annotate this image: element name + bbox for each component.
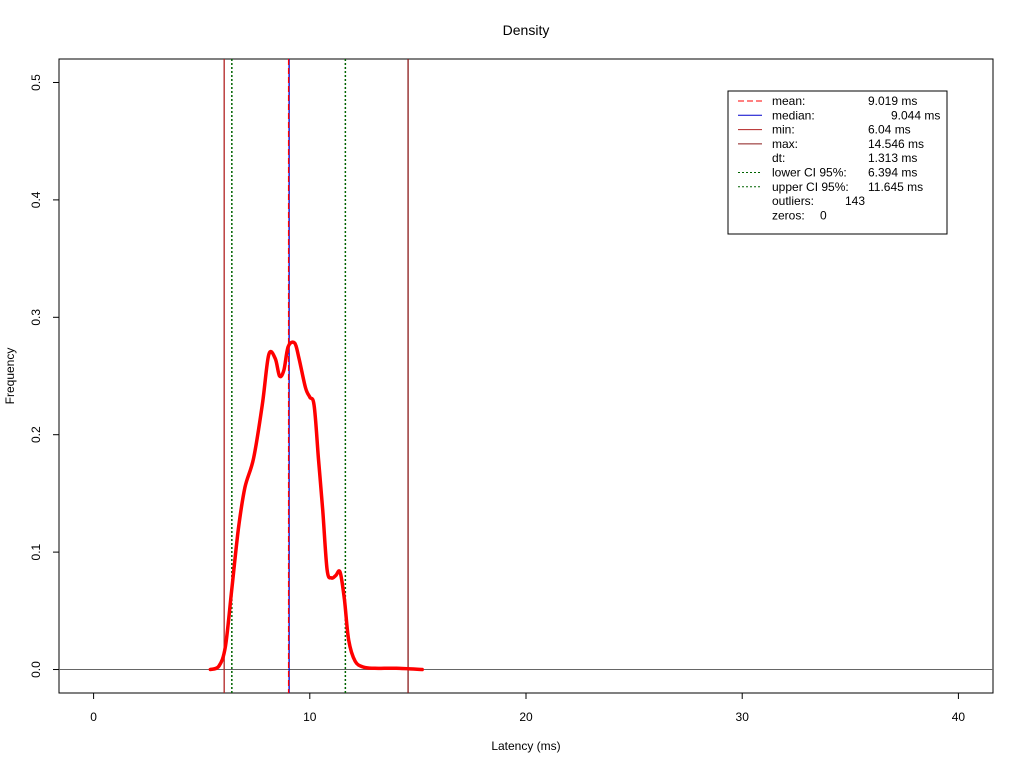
legend-value: 9.019 ms xyxy=(868,94,917,108)
legend-value: 14.546 ms xyxy=(868,137,924,151)
x-tick-label: 0 xyxy=(90,710,97,724)
legend-label: max: xyxy=(772,137,798,151)
y-tick-label: 0.1 xyxy=(29,543,43,560)
legend-label: min: xyxy=(772,123,795,137)
legend-value: 9.044 ms xyxy=(891,108,940,122)
density-curve xyxy=(208,340,424,672)
legend-label: mean: xyxy=(772,94,805,108)
legend-label: lower CI 95%: xyxy=(772,166,847,180)
y-tick-label: 0.4 xyxy=(29,191,43,208)
legend-value: 0 xyxy=(820,208,827,222)
x-tick-label: 30 xyxy=(736,710,750,724)
legend-box xyxy=(727,90,948,235)
chart-title: Density xyxy=(503,22,550,38)
legend-value: 6.04 ms xyxy=(868,123,911,137)
legend-label: zeros: xyxy=(772,208,805,222)
y-axis-label: Frequency xyxy=(3,348,17,405)
x-tick-label: 20 xyxy=(519,710,533,724)
legend-label: dt: xyxy=(772,151,785,165)
legend-value: 143 xyxy=(845,194,865,208)
legend-label: median: xyxy=(772,108,815,122)
legend-label: upper CI 95%: xyxy=(772,180,849,194)
legend-value: 1.313 ms xyxy=(868,151,917,165)
x-tick-label: 40 xyxy=(952,710,966,724)
legend-label: outliers: xyxy=(772,194,814,208)
legend-value: 6.394 ms xyxy=(868,166,917,180)
legend-value: 11.645 ms xyxy=(868,180,923,194)
x-tick-label: 10 xyxy=(303,710,317,724)
y-tick-label: 0.0 xyxy=(29,661,43,678)
x-axis-label: Latency (ms) xyxy=(491,739,560,753)
y-tick-label: 0.5 xyxy=(29,74,43,91)
plot-area: 0 10 20 30 40 0.0 0.1 0.2 0.3 0.4 0.5 xyxy=(29,58,994,724)
legend: mean: 9.019 ms median: 9.044 ms min: 6.04 ms m… xyxy=(727,90,948,235)
y-tick-label: 0.2 xyxy=(29,426,43,443)
y-tick-label: 0.3 xyxy=(29,309,43,326)
